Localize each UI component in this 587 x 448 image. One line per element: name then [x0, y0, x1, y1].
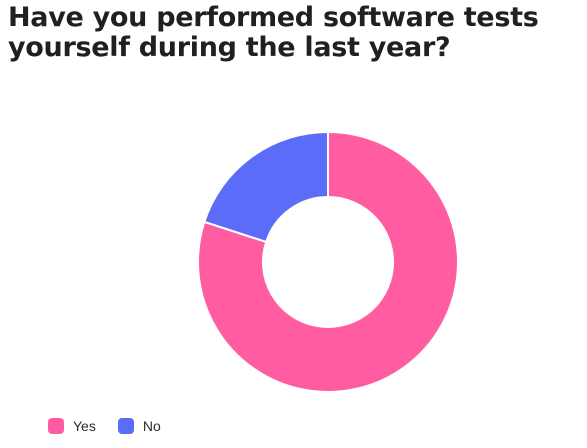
legend-item-yes[interactable]: Yes: [48, 418, 96, 434]
legend-item-no[interactable]: No: [118, 418, 161, 434]
slice-no[interactable]: [204, 132, 328, 242]
chart-legend: Yes No: [48, 418, 183, 434]
legend-swatch-no: [118, 418, 134, 434]
legend-label-yes: Yes: [73, 418, 96, 434]
legend-label-no: No: [143, 418, 161, 434]
legend-swatch-yes: [48, 418, 64, 434]
